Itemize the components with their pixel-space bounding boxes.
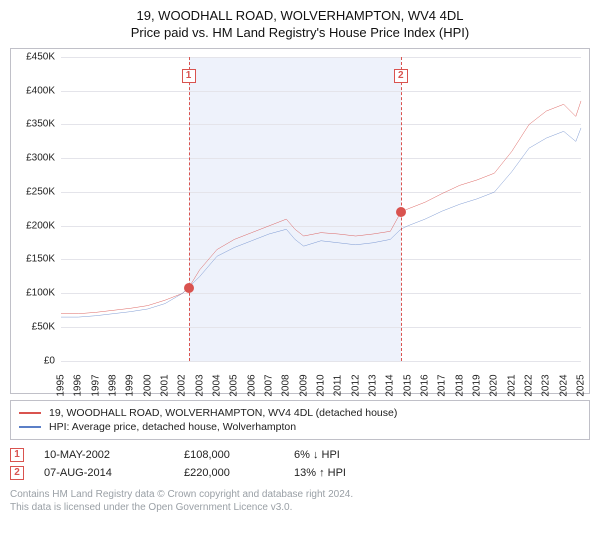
y-tick-label: £0 xyxy=(44,355,55,366)
x-tick-label: 2007 xyxy=(264,374,275,396)
x-tick-label: 2023 xyxy=(541,374,552,396)
event-marker-box: 2 xyxy=(394,69,408,83)
sale-date: 10-MAY-2002 xyxy=(44,449,184,461)
x-tick-label: 2011 xyxy=(333,375,344,397)
x-tick-label: 2012 xyxy=(350,374,361,396)
y-tick-label: £50K xyxy=(32,322,55,333)
series-price_paid xyxy=(61,101,581,314)
chart-header: 19, WOODHALL ROAD, WOLVERHAMPTON, WV4 4D… xyxy=(0,0,600,48)
y-tick-label: £300K xyxy=(26,153,55,164)
x-tick-label: 2014 xyxy=(385,374,396,396)
y-tick-label: £350K xyxy=(26,119,55,130)
footer-line2: This data is licensed under the Open Gov… xyxy=(10,501,590,514)
sale-marker-num: 1 xyxy=(14,449,20,460)
sale-date: 07-AUG-2014 xyxy=(44,467,184,479)
event-dot xyxy=(396,207,406,217)
sale-marker-icon: 2 xyxy=(10,466,24,480)
footer: Contains HM Land Registry data © Crown c… xyxy=(10,488,590,514)
title-subtitle: Price paid vs. HM Land Registry's House … xyxy=(10,25,590,42)
x-tick-label: 2015 xyxy=(402,374,413,396)
x-tick-label: 2005 xyxy=(229,374,240,396)
y-tick-label: £400K xyxy=(26,85,55,96)
sale-marker-num: 2 xyxy=(14,467,20,478)
x-tick-label: 2008 xyxy=(281,374,292,396)
x-tick-label: 2003 xyxy=(194,374,205,396)
x-tick-label: 1996 xyxy=(73,374,84,396)
grid-line xyxy=(61,361,581,362)
x-tick-label: 2006 xyxy=(246,374,257,396)
chart-container: 19, WOODHALL ROAD, WOLVERHAMPTON, WV4 4D… xyxy=(0,0,600,560)
x-tick-label: 2000 xyxy=(142,374,153,396)
chart-box: £0 £50K £100K £150K £200K £250K £300K £350K £400… xyxy=(10,48,590,394)
sale-price: £220,000 xyxy=(184,467,294,479)
y-tick-label: £150K xyxy=(26,254,55,265)
y-tick-label: £100K xyxy=(26,288,55,299)
plot-area: 12 xyxy=(61,57,581,361)
legend-swatch-price xyxy=(19,412,41,414)
x-tick-label: 2020 xyxy=(489,374,500,396)
footer-line1: Contains HM Land Registry data © Crown c… xyxy=(10,488,590,501)
sale-marker-icon: 1 xyxy=(10,448,24,462)
legend-row-hpi: HPI: Average price, detached house, Wolv… xyxy=(19,420,581,434)
x-tick-label: 2004 xyxy=(212,374,223,396)
x-axis: 1995199619971998199920002001200220032004… xyxy=(61,363,581,393)
x-tick-label: 2013 xyxy=(368,374,379,396)
x-tick-label: 2016 xyxy=(420,374,431,396)
event-marker-box: 1 xyxy=(182,69,196,83)
sale-delta: 13% ↑ HPI xyxy=(294,467,404,479)
sale-delta: 6% ↓ HPI xyxy=(294,449,404,461)
x-tick-label: 2001 xyxy=(160,374,171,396)
x-tick-label: 2024 xyxy=(558,374,569,396)
legend-label-hpi: HPI: Average price, detached house, Wolv… xyxy=(49,421,296,433)
sale-price: £108,000 xyxy=(184,449,294,461)
x-tick-label: 2018 xyxy=(454,374,465,396)
x-tick-label: 2009 xyxy=(298,374,309,396)
x-tick-label: 2019 xyxy=(472,374,483,396)
line-layer xyxy=(61,57,581,361)
legend-label-price: 19, WOODHALL ROAD, WOLVERHAMPTON, WV4 4D… xyxy=(49,407,397,419)
title-address: 19, WOODHALL ROAD, WOLVERHAMPTON, WV4 4D… xyxy=(10,8,590,25)
series-hpi xyxy=(61,128,581,317)
x-tick-label: 2025 xyxy=(576,374,587,396)
x-tick-label: 2010 xyxy=(316,374,327,396)
x-tick-label: 2022 xyxy=(524,374,535,396)
event-vline xyxy=(189,57,190,361)
sales-block: 1 10-MAY-2002 £108,000 6% ↓ HPI 2 07-AUG… xyxy=(10,446,590,482)
event-dot xyxy=(184,283,194,293)
y-tick-label: £450K xyxy=(26,51,55,62)
x-tick-label: 2017 xyxy=(437,374,448,396)
y-axis: £0£50K£100K£150K£200K£250K£300K£350K£400… xyxy=(11,57,59,361)
y-tick-label: £250K xyxy=(26,186,55,197)
x-tick-label: 1999 xyxy=(125,374,136,396)
x-tick-label: 2021 xyxy=(506,374,517,396)
legend-row-price: 19, WOODHALL ROAD, WOLVERHAMPTON, WV4 4D… xyxy=(19,406,581,420)
sale-row: 2 07-AUG-2014 £220,000 13% ↑ HPI xyxy=(10,464,590,482)
legend-swatch-hpi xyxy=(19,426,41,428)
legend-box: 19, WOODHALL ROAD, WOLVERHAMPTON, WV4 4D… xyxy=(10,400,590,440)
x-tick-label: 1997 xyxy=(90,374,101,396)
x-tick-label: 2002 xyxy=(177,374,188,396)
y-tick-label: £200K xyxy=(26,220,55,231)
x-tick-label: 1998 xyxy=(108,374,119,396)
x-tick-label: 1995 xyxy=(56,374,67,396)
sale-row: 1 10-MAY-2002 £108,000 6% ↓ HPI xyxy=(10,446,590,464)
